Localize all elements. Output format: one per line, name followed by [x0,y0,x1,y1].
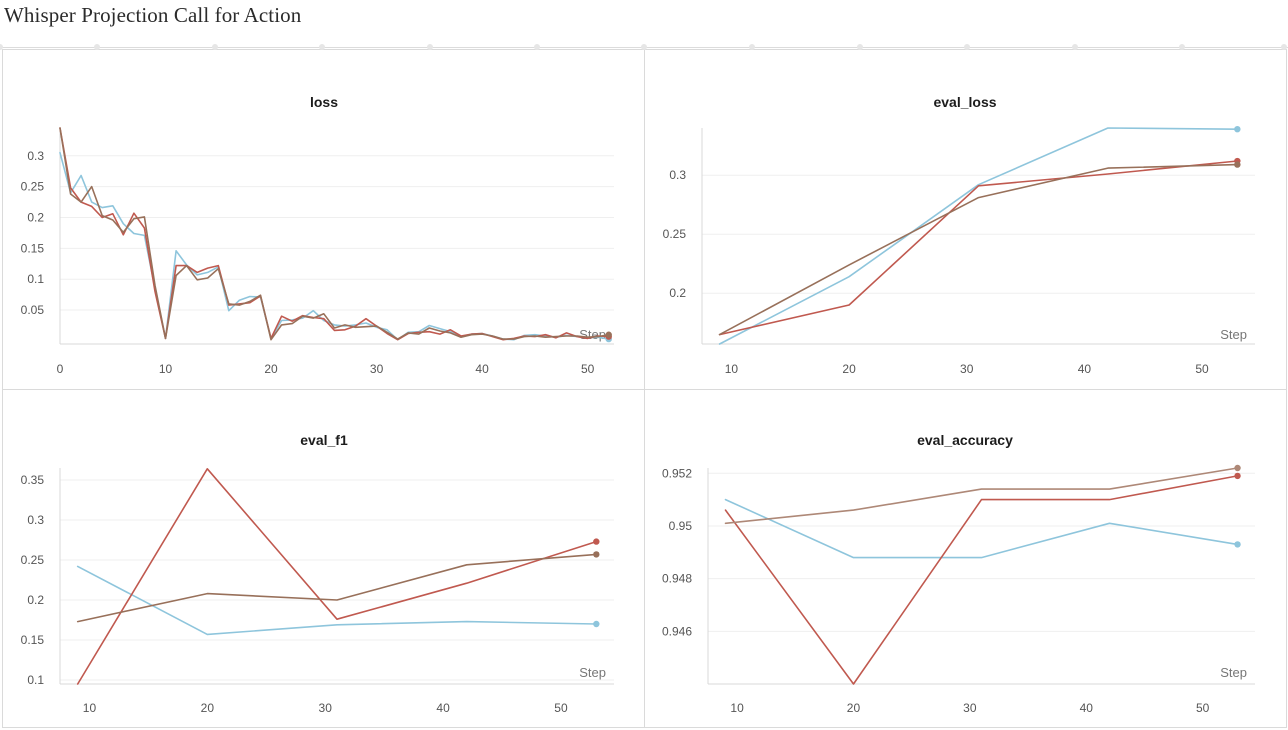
y-tick-label: 0.05 [21,303,45,317]
resize-handle[interactable] [0,44,3,50]
y-tick-label: 0.1 [27,272,44,286]
y-tick-label: 0.3 [27,513,44,527]
y-tick-label: 0.25 [663,227,687,241]
x-tick-label: 40 [1080,701,1094,715]
y-tick-label: 0.2 [669,286,686,300]
y-tick-label: 0.1 [27,673,44,687]
y-tick-label: 0.2 [27,593,44,607]
eval-f1-chart: eval_f1 0.1 0.15 0.2 0.25 0.3 0.35 10 20 30 40 50 St… [21,432,614,715]
y-tick-label: 0.95 [669,519,693,533]
resize-handle[interactable] [641,44,647,50]
resize-handle[interactable] [212,44,218,50]
y-tick-label: 0.948 [662,572,692,586]
series-line-3[interactable] [76,553,598,623]
resize-handle[interactable] [1281,44,1287,50]
panel-eval-accuracy[interactable]: eval_accuracy 0.946 0.948 0.95 0.952 10 20 30 40… [644,389,1287,728]
series-end-point-3[interactable] [1234,161,1241,168]
chart-title: eval_f1 [300,432,348,448]
y-tick-label: 0.2 [27,210,44,224]
x-tick-label: 30 [370,362,384,376]
x-tick-label: 20 [264,362,278,376]
chart-title: eval_loss [933,94,996,110]
panel-eval-loss[interactable]: eval_loss 0.2 0.25 0.3 10 20 30 40 50 Step [644,49,1287,390]
report-title: Whisper Projection Call for Action [4,3,302,27]
series-line-2[interactable] [76,468,598,685]
series-line-2[interactable] [724,475,1239,685]
resize-handle[interactable] [534,44,540,50]
resize-handle[interactable] [94,44,100,50]
x-tick-label: 40 [436,701,450,715]
panel-grid: loss 0.05 0.1 0.15 0.2 0.25 0.3 0 10 20 30 40 50 Step… [0,44,1288,730]
eval-loss-chart: eval_loss 0.2 0.25 0.3 10 20 30 40 50 Step [663,94,1255,376]
series-end-point-3[interactable] [605,331,612,338]
series-line-3[interactable] [59,127,610,341]
series-end-point-1[interactable] [593,620,600,628]
x-tick-label: 30 [319,701,333,715]
x-tick-label: 0 [57,362,64,376]
x-tick-label: 10 [83,701,97,715]
series-line-1[interactable] [718,127,1239,345]
x-tick-label: 10 [730,701,744,715]
x-tick-label: 40 [475,362,489,376]
resize-handle[interactable] [319,44,325,50]
series-end-point-3[interactable] [593,551,600,558]
series-end-point-2[interactable] [1234,472,1241,480]
y-tick-label: 0.25 [21,553,45,567]
x-tick-label: 40 [1078,362,1092,376]
loss-chart: loss 0.05 0.1 0.15 0.2 0.25 0.3 0 10 20 30 40 50 Step [21,94,614,376]
x-tick-label: 50 [554,701,568,715]
x-tick-label: 20 [842,362,856,376]
x-axis-label: Step [579,665,606,680]
y-tick-label: 0.952 [662,466,692,480]
y-tick-label: 0.946 [662,624,692,638]
series-line-3[interactable] [718,163,1239,336]
resize-handle[interactable] [749,44,755,50]
x-axis-label: Step [1220,665,1247,680]
series-end-point-1[interactable] [1234,541,1241,548]
y-tick-label: 0.3 [27,149,44,163]
eval-accuracy-chart: eval_accuracy 0.946 0.948 0.95 0.952 10 20 30 40… [662,432,1255,715]
x-tick-label: 50 [581,362,595,376]
chart-title: eval_accuracy [917,432,1013,448]
series-line-2[interactable] [59,127,610,341]
x-tick-label: 20 [201,701,215,715]
y-tick-label: 0.25 [21,180,45,194]
series-end-point-2[interactable] [593,538,600,545]
resize-handle[interactable] [1072,44,1078,50]
x-tick-label: 30 [963,701,977,715]
series-line-3[interactable] [724,467,1239,525]
resize-handle[interactable] [1179,44,1185,50]
x-tick-label: 30 [960,362,974,376]
series-end-point-1[interactable] [1234,125,1241,133]
series-line-1[interactable] [76,565,598,636]
panel-eval-f1[interactable]: eval_f1 0.1 0.15 0.2 0.25 0.3 0.35 10 20 30 40 50 St… [2,389,645,728]
y-tick-label: 0.15 [21,633,45,647]
panel-loss[interactable]: loss 0.05 0.1 0.15 0.2 0.25 0.3 0 10 20 30 40 50 Step [2,49,645,390]
resize-handle[interactable] [427,44,433,50]
series-end-point-3[interactable] [1234,464,1241,472]
x-tick-label: 10 [159,362,173,376]
x-tick-label: 10 [725,362,739,376]
x-axis-label: Step [579,327,606,342]
y-tick-label: 0.15 [21,241,45,255]
resize-handle[interactable] [964,44,970,50]
chart-title: loss [310,94,338,110]
x-tick-label: 50 [1196,701,1210,715]
y-tick-label: 0.35 [21,473,45,487]
y-tick-label: 0.3 [669,168,686,182]
x-tick-label: 50 [1195,362,1209,376]
series-line-1[interactable] [59,151,610,341]
resize-handle[interactable] [857,44,863,50]
x-axis-label: Step [1220,327,1247,342]
series-line-1[interactable] [724,498,1239,559]
x-tick-label: 20 [847,701,861,715]
series-line-2[interactable] [718,160,1239,336]
